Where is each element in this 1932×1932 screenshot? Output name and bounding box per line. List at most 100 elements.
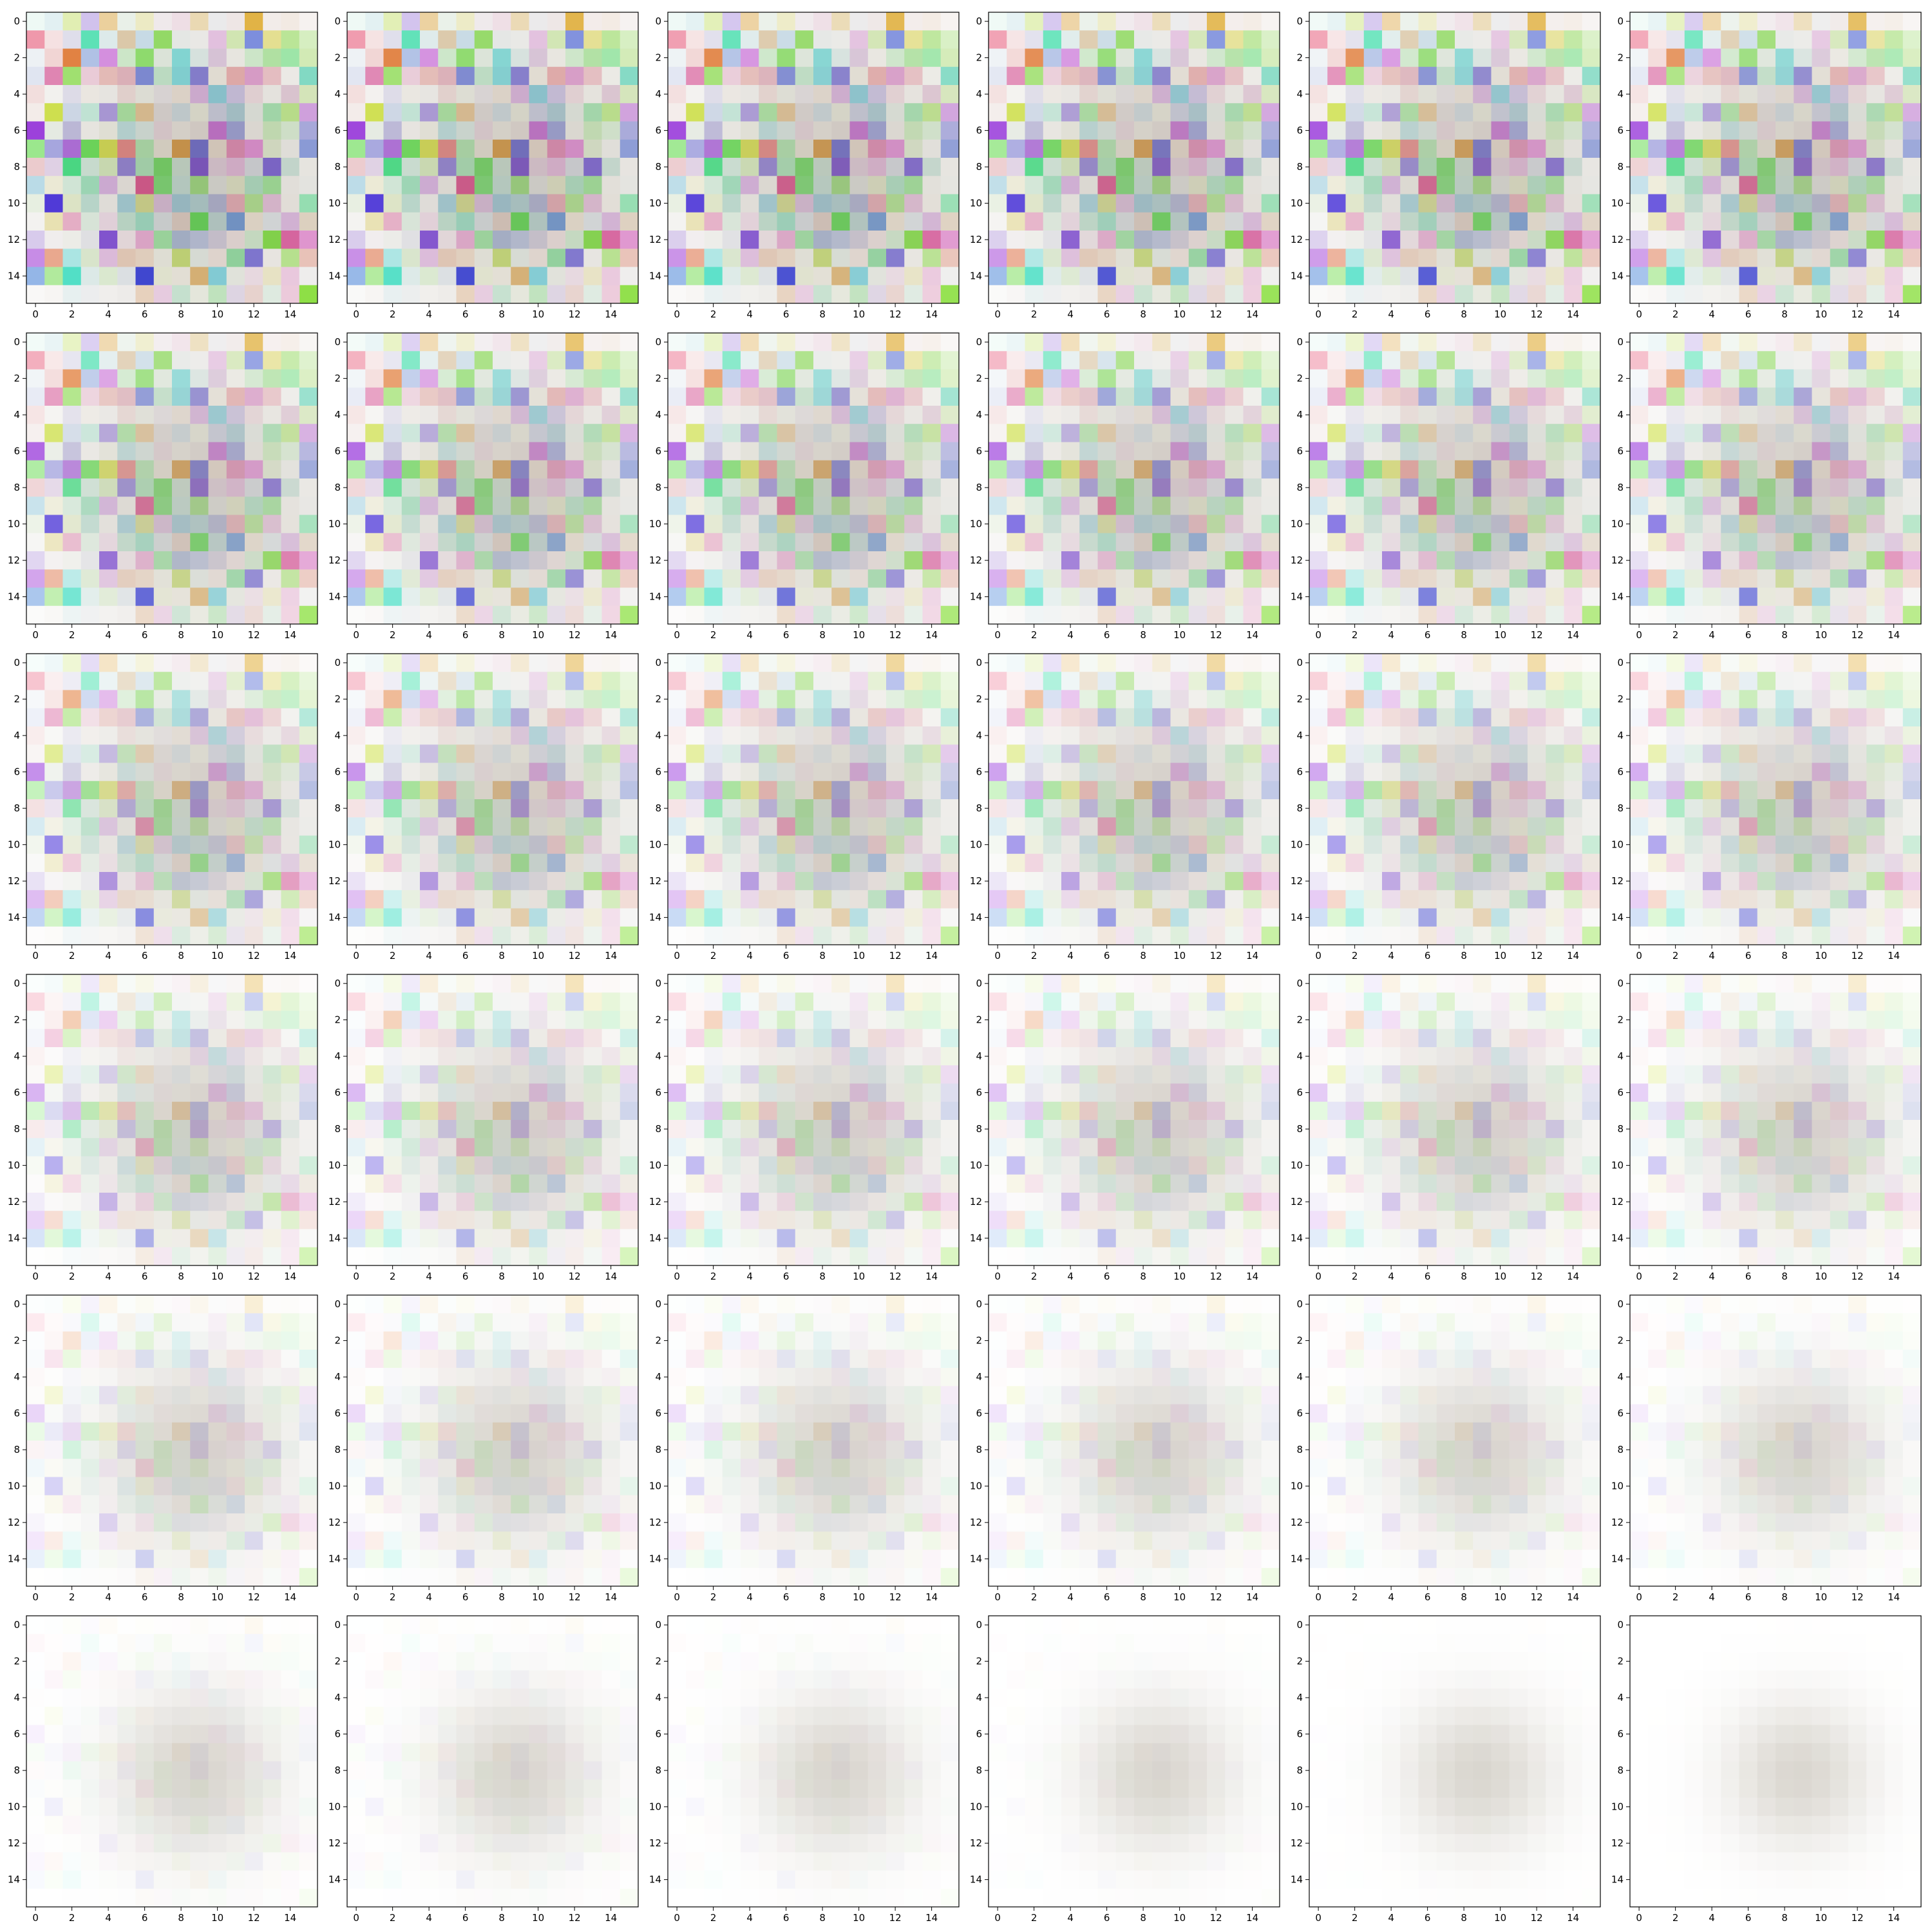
heatmap-cell — [438, 762, 457, 782]
heatmap-cell — [1079, 231, 1098, 249]
heatmap-cell — [1327, 690, 1346, 709]
heatmap-cell — [886, 121, 905, 140]
heatmap-cell — [365, 460, 384, 479]
y-tick-label: 8 — [976, 482, 982, 493]
heatmap-cell — [989, 690, 1007, 709]
heatmap-cell — [1134, 212, 1153, 231]
heatmap-cell — [704, 726, 723, 745]
heatmap-cell — [940, 515, 960, 534]
heatmap-cell — [347, 176, 366, 194]
heatmap-cell — [529, 139, 548, 158]
heatmap-cell — [1509, 194, 1528, 213]
heatmap-cell — [1666, 515, 1685, 534]
heatmap-cell — [117, 194, 136, 213]
heatmap-cell — [1309, 267, 1328, 286]
heatmap-cell — [1115, 460, 1135, 479]
heatmap-cell — [80, 231, 100, 249]
heatmap-cell — [1666, 48, 1685, 68]
heatmap-cell — [474, 30, 493, 49]
heatmap-cell — [226, 231, 245, 249]
heatmap-cell — [686, 569, 705, 588]
heatmap-cell — [420, 460, 439, 479]
heatmap-cell — [117, 285, 136, 304]
heatmap-cell — [401, 231, 421, 249]
heatmap-cell — [831, 551, 850, 570]
heatmap-cell — [1630, 369, 1649, 388]
heatmap-cell — [849, 872, 869, 891]
heatmap-cell — [1884, 478, 1904, 497]
heatmap-cell — [565, 267, 584, 286]
heatmap-cell — [365, 442, 384, 461]
heatmap-cell — [1666, 85, 1685, 104]
heatmap-cell — [759, 569, 777, 588]
heatmap-cell — [1546, 890, 1564, 909]
heatmap-cell — [1473, 212, 1492, 231]
heatmap-cell — [1170, 605, 1189, 625]
heatmap-cell — [741, 442, 759, 461]
heatmap-cell — [117, 497, 136, 515]
heatmap-cell — [99, 744, 118, 763]
heatmap-cell — [813, 285, 832, 304]
heatmap-cell — [1812, 267, 1831, 286]
heatmap-cell — [1648, 231, 1667, 249]
x-tick-label: 4 — [746, 308, 753, 320]
heatmap-cell — [867, 212, 887, 231]
heatmap-cell — [1134, 497, 1153, 515]
heatmap-cell — [1812, 66, 1831, 86]
heatmap-cell — [1794, 139, 1812, 158]
heatmap-cell — [1739, 587, 1758, 607]
heatmap-cell — [347, 85, 366, 104]
heatmap-cell — [1207, 890, 1226, 909]
heatmap-cell — [1684, 48, 1703, 68]
heatmap-cell — [511, 853, 529, 873]
y-tick-label: 8 — [334, 802, 341, 814]
heatmap-cell — [383, 569, 402, 588]
heatmap-cell — [849, 853, 869, 873]
heatmap-cell — [511, 66, 529, 86]
heatmap-cell — [208, 333, 227, 352]
heatmap-cell — [529, 872, 548, 891]
heatmap-cell — [1345, 872, 1365, 891]
heatmap-cell — [245, 249, 263, 267]
heatmap-cell — [474, 551, 493, 570]
heatmap-cell — [1243, 406, 1262, 424]
heatmap-cell — [1648, 478, 1667, 497]
heatmap-cell — [383, 424, 402, 442]
heatmap-cell — [1703, 708, 1721, 727]
heatmap-cell — [493, 708, 511, 727]
heatmap-cell — [1546, 333, 1564, 352]
heatmap-cell — [1418, 708, 1437, 727]
heatmap-cell — [1134, 744, 1153, 763]
heatmap-cell — [1327, 406, 1346, 424]
heatmap-cell — [1546, 690, 1564, 709]
heatmap-cell — [1225, 194, 1244, 213]
heatmap-cell — [1491, 835, 1510, 855]
heatmap-cell — [1079, 551, 1098, 570]
heatmap-cell — [1491, 926, 1510, 945]
heatmap-cell — [456, 387, 475, 406]
heatmap-cell — [1243, 442, 1262, 461]
heatmap-cell — [583, 85, 602, 104]
y-tick-label: 0 — [976, 657, 982, 668]
heatmap-cell — [438, 442, 457, 461]
heatmap-cell — [722, 12, 741, 31]
heatmap-cell — [153, 708, 173, 727]
heatmap-cell — [1546, 103, 1564, 122]
heatmap-cell — [26, 890, 45, 909]
y-tick-label: 8 — [14, 161, 20, 173]
heatmap-cell — [668, 799, 687, 818]
heatmap-cell — [474, 726, 493, 745]
heatmap-cell — [1582, 351, 1601, 370]
heatmap-cell — [1830, 194, 1849, 213]
x-tick-label: 12 — [1852, 308, 1864, 320]
heatmap-cell — [1436, 497, 1455, 515]
heatmap-cell — [989, 249, 1007, 267]
y-tick-label: 2 — [14, 373, 20, 384]
heatmap-cell — [208, 369, 227, 388]
heatmap-cell — [1207, 424, 1226, 442]
heatmap-cell — [1225, 708, 1244, 727]
heatmap-cell — [1188, 30, 1208, 49]
heatmap-cell — [44, 872, 63, 891]
heatmap-cell — [1776, 333, 1794, 352]
heatmap-cell — [44, 212, 63, 231]
